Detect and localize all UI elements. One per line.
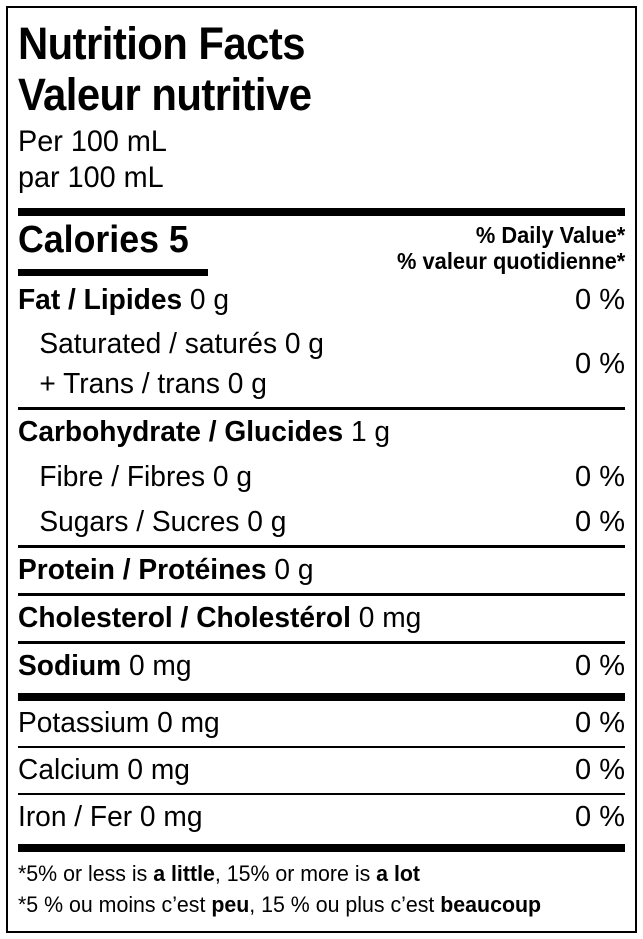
row-sugars-amount: 0 g — [247, 506, 287, 538]
fat-sub-lines: Saturated / saturés 0 g + Trans / trans … — [18, 324, 333, 404]
row-fat-label: Fat / Lipides 0 g — [18, 284, 230, 316]
row-calcium-label: Calcium 0 mg — [18, 754, 190, 786]
divider-above-calories — [18, 208, 625, 216]
daily-value-header: % Daily Value* % valeur quotidienne* — [385, 222, 625, 274]
row-sodium-dv: 0 % — [575, 650, 625, 682]
divider-before-carbohydrate — [18, 407, 625, 410]
footnote-fr-bold-peu: peu — [211, 892, 250, 917]
row-cholesterol: Cholesterol / Cholestérol 0 mg — [18, 596, 625, 641]
row-protein-label: Protein / Protéines 0 g — [18, 554, 314, 586]
footnote-french: *5 % ou moins c’est peu, 15 % ou plus c’… — [18, 892, 542, 917]
row-trans-amount: 0 g — [227, 368, 267, 400]
daily-value-french: % valeur quotidienne* — [396, 248, 625, 274]
row-fat-subgroup: Saturated / saturés 0 g + Trans / trans … — [18, 323, 625, 407]
serving-size-english: Per 100 mL — [18, 125, 167, 158]
row-protein: Protein / Protéines 0 g — [18, 548, 625, 593]
row-calcium: Calcium 0 mg 0 % — [18, 748, 625, 793]
label-content: Nutrition Facts Valeur nutritive Per 100… — [18, 10, 625, 920]
row-fat-amount: 0 g — [189, 284, 230, 316]
row-fibre-label: Fibre / Fibres 0 g — [39, 461, 252, 493]
row-potassium: Potassium 0 mg 0 % — [18, 701, 625, 746]
row-potassium-dv: 0 % — [575, 707, 625, 739]
title-english: Nutrition Facts — [18, 18, 305, 69]
calories-row: Calories 5 % Daily Value* % valeur quoti… — [18, 216, 625, 278]
divider-before-minerals — [18, 693, 625, 701]
title-french: Valeur nutritive — [18, 69, 312, 120]
footnote-en-bold-little: a little — [153, 861, 215, 886]
row-sugars: Sugars / Sucres 0 g 0 % — [18, 500, 625, 545]
footnote-english: *5% or less is a little, 15% or more is … — [18, 861, 421, 886]
row-potassium-label: Potassium 0 mg — [18, 707, 220, 739]
row-fat-sub-dv: 0 % — [575, 348, 625, 380]
divider-before-cholesterol — [18, 593, 625, 596]
divider-before-iron — [18, 793, 625, 795]
row-carbohydrate-label: Carbohydrate / Glucides 1 g — [18, 416, 391, 448]
footnote-fr-bold-beaucoup: beaucoup — [440, 892, 542, 917]
row-fibre-amount: 0 g — [212, 461, 252, 493]
row-calcium-dv: 0 % — [575, 754, 625, 786]
daily-value-english: % Daily Value* — [475, 222, 625, 248]
calories-label: Calories 5 — [18, 219, 189, 261]
serving-size-french: par 100 mL — [18, 161, 164, 194]
row-sodium-amount: 0 mg — [128, 650, 192, 682]
row-cholesterol-amount: 0 mg — [358, 602, 422, 634]
row-sodium: Sodium 0 mg 0 % — [18, 644, 625, 689]
row-saturated-amount: 0 g — [284, 328, 324, 360]
calories-underline-bar — [18, 269, 208, 276]
row-cholesterol-label: Cholesterol / Cholestérol 0 mg — [18, 602, 422, 634]
row-fat-dv: 0 % — [575, 284, 625, 316]
row-sodium-label: Sodium 0 mg — [18, 650, 192, 682]
divider-before-protein — [18, 545, 625, 548]
row-fibre: Fibre / Fibres 0 g 0 % — [18, 455, 625, 500]
row-sugars-dv: 0 % — [575, 506, 625, 538]
divider-before-calcium — [18, 746, 625, 748]
divider-before-footnote — [18, 844, 625, 852]
row-trans-label: + Trans / trans 0 g — [39, 368, 267, 400]
row-fat: Fat / Lipides 0 g 0 % — [18, 278, 625, 323]
row-carbohydrate: Carbohydrate / Glucides 1 g — [18, 410, 625, 455]
row-sugars-label: Sugars / Sucres 0 g — [39, 506, 287, 538]
row-protein-amount: 0 g — [274, 554, 314, 586]
row-carbohydrate-amount: 1 g — [350, 416, 391, 448]
row-iron-label: Iron / Fer 0 mg — [18, 801, 203, 833]
row-iron-dv: 0 % — [575, 801, 625, 833]
divider-before-sodium — [18, 641, 625, 644]
footnote-en-bold-lot: a lot — [376, 861, 421, 886]
label-border: Nutrition Facts Valeur nutritive Per 100… — [6, 6, 637, 933]
row-fibre-dv: 0 % — [575, 461, 625, 493]
row-iron: Iron / Fer 0 mg 0 % — [18, 795, 625, 840]
row-saturated-label: Saturated / saturés 0 g — [39, 328, 324, 360]
